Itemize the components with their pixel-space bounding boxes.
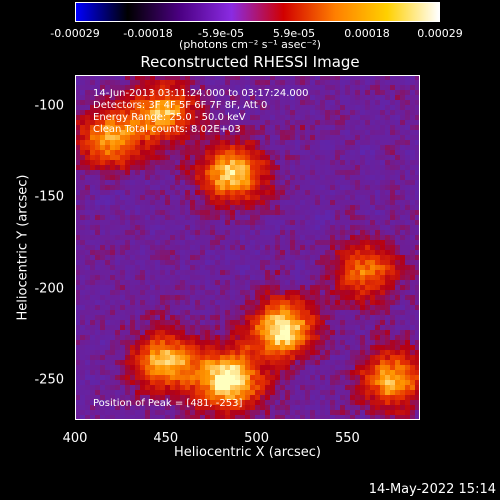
colorbar-tick: -0.00029 (50, 27, 100, 40)
annotation-detectors: Detectors: 3F 4F 5F 6F 7F 8F, Att 0 (93, 100, 268, 111)
colorbar-unit-label: (photons cm⁻² s⁻¹ asec⁻²) (179, 38, 321, 51)
x-tick-label: 550 (334, 431, 360, 446)
y-tick-label: -250 (34, 372, 64, 388)
annotation-peak-position: Position of Peak = [481, -253] (93, 398, 243, 409)
footer-timestamp: 14-May-2022 15:14 (368, 482, 496, 497)
colorbar-tick: 5.9e-05 (272, 27, 316, 40)
colorbar-tick: -0.00018 (123, 27, 173, 40)
x-tick-label: 500 (244, 431, 269, 446)
plot-area (75, 75, 500, 420)
y-tick-label: -150 (34, 189, 64, 205)
y-tick-label: -100 (34, 98, 64, 114)
annotation-time-range: 14-Jun-2013 03:11:24.000 to 03:17:24.000 (93, 88, 309, 99)
x-axis-label: Heliocentric X (arcsec) (174, 445, 321, 460)
colorbar-tick: -5.9e-05 (197, 27, 245, 40)
colorbar-tick: 0.00029 (417, 27, 463, 40)
annotation-method-counts: Clean Total counts: 8.02E+03 (93, 124, 241, 135)
x-tick-label: 450 (153, 431, 179, 446)
annotation-energy-range: Energy Range: 25.0 - 50.0 keV (93, 112, 246, 123)
x-tick-label: 400 (62, 431, 88, 446)
colorbar-tick: 0.00018 (344, 27, 390, 40)
y-tick-label: -200 (34, 281, 64, 297)
colorbar-gradient (75, 2, 440, 22)
plot-title: Reconstructed RHESSI Image (140, 53, 360, 71)
colorbar (75, 2, 440, 22)
y-axis-label: Heliocentric Y (arcsec) (15, 174, 31, 321)
heatmap-image (75, 75, 420, 420)
